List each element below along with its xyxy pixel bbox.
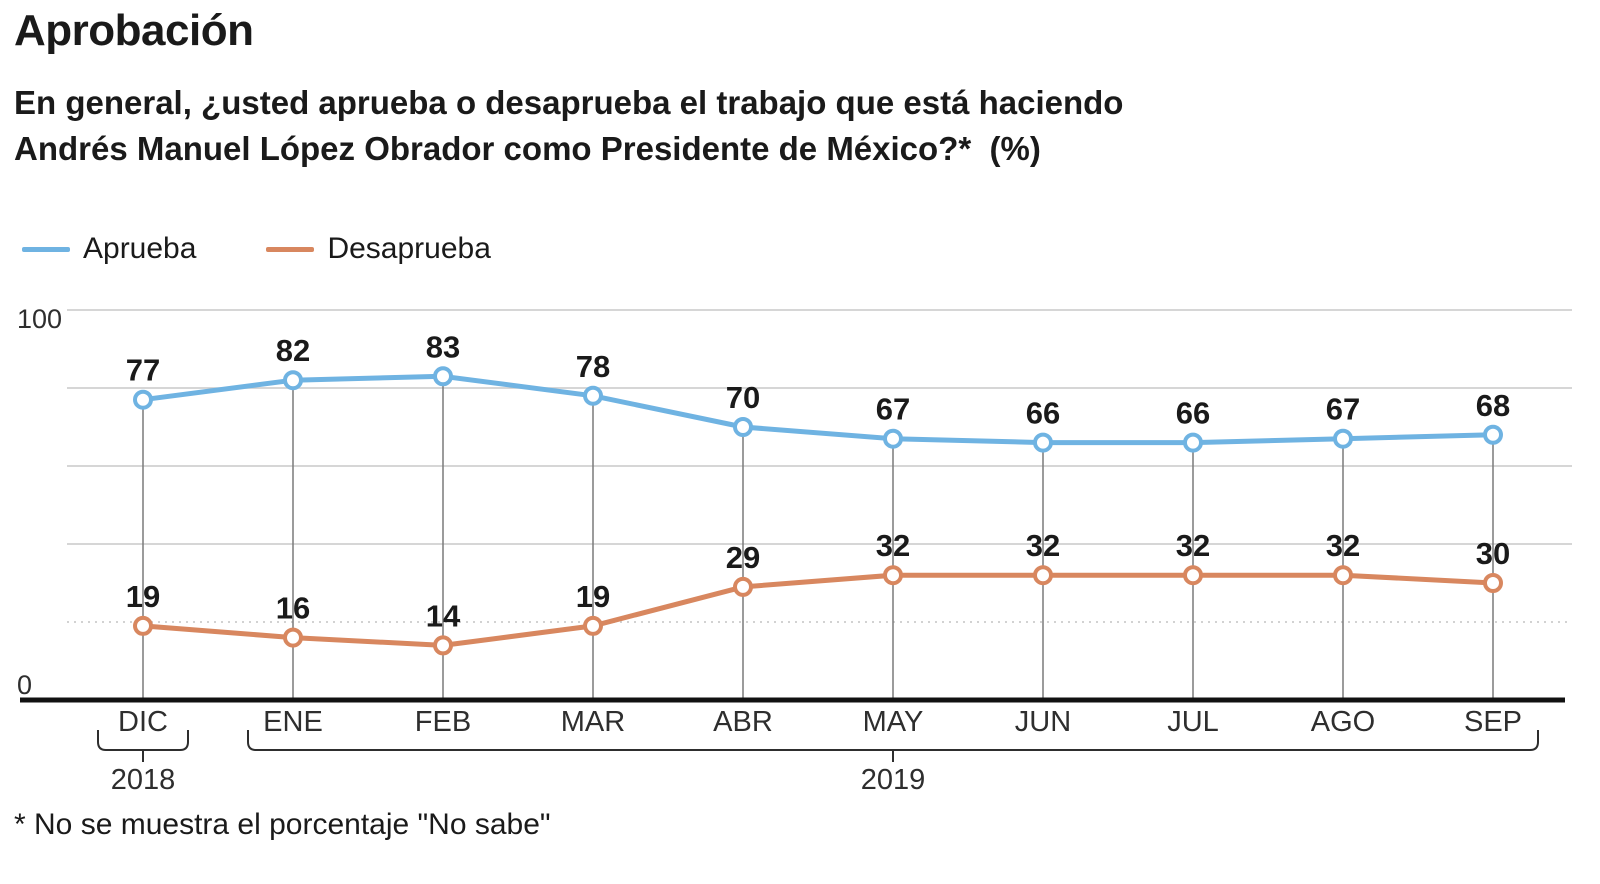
chart-subtitle-line1: En general, ¿usted aprueba o desaprueba … [14,84,1124,121]
value-label-desaprueba-may: 32 [876,528,910,563]
point-desaprueba-sep [1483,573,1503,593]
point-aprueba-ene [283,370,303,391]
value-label-aprueba-mar: 78 [576,349,610,384]
x-tick-ago: AGO [1311,706,1375,738]
legend-label-desaprueba: Desaprueba [327,232,491,265]
point-aprueba-jun [1033,432,1053,453]
y-tick-label-0: 0 [17,670,32,700]
approval-line-chart: 0 100 77 82 83 78 70 67 66 66 67 68 19 16 14 19 29 32 32 32… [17,304,1572,792]
value-label-desaprueba-dic: 19 [126,579,160,614]
point-desaprueba-dic [133,615,153,636]
series-line-desaprueba [140,572,1496,648]
legend: Aprueba Desaprueba [22,232,491,266]
point-aprueba-mar [583,385,603,406]
point-desaprueba-jun [1033,565,1053,586]
aprueba-line-swatch-icon [22,246,70,252]
value-label-desaprueba-ene: 16 [276,591,310,626]
value-label-desaprueba-sep: 30 [1476,536,1510,571]
legend-label-aprueba: Aprueba [83,232,197,265]
point-aprueba-dic [133,389,153,410]
value-label-desaprueba-jun: 32 [1026,528,1060,563]
value-label-aprueba-feb: 83 [426,329,460,364]
x-tick-jun: JUN [1015,706,1071,738]
y-tick-label-100: 100 [17,304,62,334]
footnote: * No se muestra el porcentaje "No sabe" [14,808,551,841]
legend-item-aprueba: Aprueba [22,232,196,266]
point-desaprueba-may [883,565,903,586]
point-desaprueba-feb [433,635,453,656]
x-tick-dic: DIC [118,706,168,738]
value-label-desaprueba-jul: 32 [1176,528,1210,563]
point-desaprueba-jul [1183,565,1203,586]
value-label-desaprueba-mar: 19 [576,579,610,614]
value-label-aprueba-ago: 67 [1326,392,1360,427]
point-aprueba-may [883,428,903,449]
x-tick-may: MAY [863,706,924,738]
series-line-aprueba [140,373,1496,446]
value-label-desaprueba-abr: 29 [726,540,760,575]
point-aprueba-abr [733,417,753,437]
desaprueba-line-swatch-icon [266,246,315,252]
point-desaprueba-mar [583,615,603,636]
point-desaprueba-abr [733,576,753,597]
year-bracket-2018 [97,730,189,762]
value-label-desaprueba-ago: 32 [1326,528,1360,563]
x-tick-abr: ABR [713,706,773,738]
value-label-aprueba-sep: 68 [1476,388,1510,423]
point-aprueba-feb [433,366,453,387]
point-aprueba-ago [1333,428,1353,449]
value-label-aprueba-jul: 66 [1176,396,1210,431]
chart-title: Aprobación [14,6,254,55]
x-tick-mar: MAR [561,706,625,738]
value-label-desaprueba-feb: 14 [426,598,461,633]
x-tick-feb: FEB [415,706,471,738]
point-aprueba-sep [1483,424,1503,445]
x-tick-sep: SEP [1464,706,1522,738]
x-tick-ene: ENE [263,706,323,738]
point-aprueba-jul [1183,432,1203,453]
chart-subtitle-line2: Andrés Manuel López Obrador como Preside… [14,130,1041,168]
legend-item-desaprueba: Desaprueba [266,232,491,266]
year-bracket-2019 [247,730,1539,762]
point-desaprueba-ago [1333,565,1353,586]
year-label-2018: 2018 [111,764,176,792]
value-label-aprueba-abr: 70 [726,380,760,415]
x-tick-jul: JUL [1167,706,1219,738]
point-desaprueba-ene [283,627,303,648]
chart-subtitle: En general, ¿usted aprueba o desaprueba … [14,80,1123,172]
value-label-aprueba-dic: 77 [126,353,160,388]
value-label-aprueba-jun: 66 [1026,396,1060,431]
value-label-aprueba-may: 67 [876,392,910,427]
value-label-aprueba-ene: 82 [276,333,310,368]
year-label-2019: 2019 [861,764,926,792]
